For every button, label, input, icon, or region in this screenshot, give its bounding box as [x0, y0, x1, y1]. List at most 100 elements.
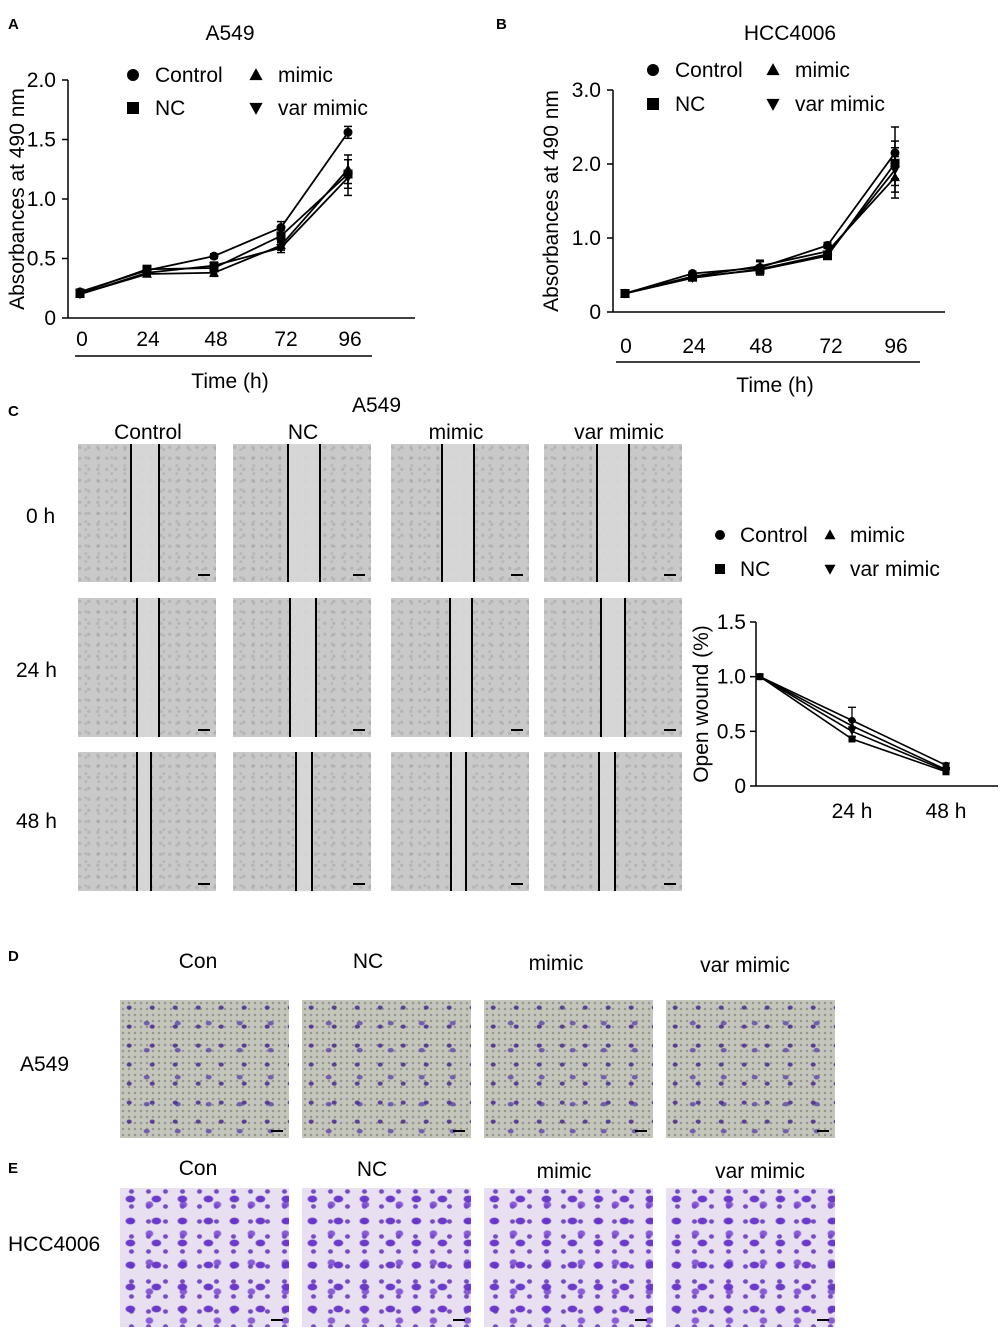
scratch-gap	[289, 598, 317, 737]
chart-b-point-var-mimic	[822, 250, 833, 260]
chart-c-y-label: Open wound (%)	[690, 625, 713, 783]
chart-a-legend-marker-control	[127, 69, 139, 81]
chart-c-y-tick-label: 1.0	[717, 666, 746, 689]
chart-c-point-var-mimic	[756, 673, 764, 681]
scale-bar	[664, 729, 676, 731]
panel-d-col-mimic: mimic	[528, 952, 584, 975]
chart-b-point-var-mimic	[620, 289, 630, 299]
chart-a-legend-marker-var-mimic	[249, 102, 263, 115]
scratch-gap	[598, 752, 616, 891]
chart-b-legend-marker-var-mimic	[766, 98, 780, 111]
chart-a-point-var-mimic	[75, 290, 85, 300]
scratch-gap	[450, 752, 467, 891]
chart-a-x-tick-label: 24	[136, 328, 160, 351]
panel-c-col-var-mimic: var mimic	[574, 421, 664, 444]
panel-e-row-hcc4006: HCC4006	[8, 1233, 101, 1256]
panel-c-col-nc: NC	[287, 421, 319, 444]
wound-image-control-24h	[78, 598, 216, 737]
wound-image-nc-48h	[233, 752, 371, 891]
wound-image-control-48h	[78, 752, 216, 891]
transwell-image-hcc4006-mimic	[484, 1188, 653, 1327]
wound-image-mimic-24h	[391, 598, 529, 737]
transwell-image-a549-nc	[302, 1000, 471, 1138]
chart-b-y-tick-label: 0	[589, 301, 601, 324]
panel-e-col-mimic: mimic	[536, 1160, 592, 1183]
chart-c-legend-marker-mimic	[824, 529, 836, 540]
wound-image-var-mimic-48h	[544, 752, 682, 891]
panel-c-col-control: Control	[114, 421, 182, 444]
chart-b-legend-marker-control	[647, 64, 659, 76]
panel-d-col-con: Con	[178, 950, 218, 973]
chart-b-y-tick-label: 1.0	[572, 227, 601, 250]
chart-a-y-tick-label: 2.0	[27, 69, 56, 92]
panel-c-row-0h: 0 h	[26, 505, 56, 528]
chart-b-x-tick-label: 24	[682, 335, 706, 358]
chart-c-x-tick-label: 48 h	[926, 800, 967, 823]
chart-b-x-tick-label: 72	[819, 335, 842, 358]
chart-a-point-nc	[276, 231, 286, 241]
chart-c-legend-marker-var-mimic	[824, 564, 836, 575]
wound-image-var-mimic-0h	[544, 444, 682, 582]
chart-a-legend-label-var-mimic: var mimic	[278, 97, 368, 120]
chart-a-x-tick-label: 48	[204, 328, 227, 351]
chart-a-x-tick-label: 72	[274, 328, 297, 351]
chart-b-x-tick-label: 0	[620, 335, 632, 358]
chart-c-legend-label-mimic: mimic	[850, 524, 905, 547]
wound-image-nc-0h	[233, 444, 371, 582]
scratch-gap	[600, 598, 626, 737]
chart-b-legend-marker-mimic	[766, 63, 780, 76]
chart-c-legend-label-nc: NC	[740, 558, 770, 581]
chart-c-point-nc	[848, 735, 856, 743]
chart-a-x-label: Time (h)	[191, 370, 268, 393]
panel-e-col-con: Con	[178, 1157, 218, 1180]
panel-e-col-var-mimic: var mimic	[715, 1160, 805, 1183]
chart-a-point-mimic	[209, 267, 219, 277]
chart-b-absorbance-hcc4006: HCC4006 0 1.0 2.0 3.0 Absorbances at 490 nm 0 2…	[540, 22, 945, 397]
scale-bar	[511, 883, 523, 885]
transwell-image-hcc4006-var-mimic	[666, 1188, 835, 1327]
chart-b-point-var-mimic	[890, 166, 900, 176]
chart-a-y-tick-label: 1.5	[27, 129, 56, 152]
chart-b-x-tick-label: 48	[749, 335, 772, 358]
scale-bar	[511, 574, 523, 576]
transwell-image-hcc4006-nc	[302, 1188, 471, 1327]
chart-a-point-control	[209, 251, 219, 261]
scale-bar	[353, 729, 365, 731]
panel-c-col-mimic: mimic	[428, 421, 484, 444]
chart-c-point-var-mimic	[848, 728, 856, 736]
chart-b-legend-label-mimic: mimic	[795, 59, 850, 82]
scale-bar	[198, 729, 210, 731]
scratch-gap	[130, 444, 160, 582]
chart-b-legend-marker-nc	[647, 98, 659, 110]
wound-image-nc-24h	[233, 598, 371, 737]
scale-bar	[198, 883, 210, 885]
panel-label-c: C	[8, 403, 19, 420]
chart-b-legend-label-control: Control	[675, 59, 743, 82]
chart-a-point-control	[343, 127, 353, 137]
panel-d-row-a549: A549	[20, 1053, 70, 1076]
wound-image-mimic-0h	[391, 444, 529, 582]
panel-label-a: A	[8, 16, 19, 33]
transwell-image-hcc4006-con	[120, 1188, 289, 1327]
scale-bar	[353, 883, 365, 885]
scratch-gap	[136, 752, 152, 891]
chart-c-y-tick-label: 0	[734, 775, 746, 798]
chart-a-y-tick-label: 1.0	[27, 188, 56, 211]
panel-label-d: D	[8, 948, 19, 965]
chart-a-legend-marker-nc	[127, 102, 139, 114]
chart-c-legend-label-var-mimic: var mimic	[850, 558, 940, 581]
chart-b-y-label: Absorbances at 490 nm	[540, 90, 563, 312]
scale-bar	[664, 883, 676, 885]
panel-e-col-nc: NC	[356, 1158, 388, 1181]
chart-a-title: A549	[205, 22, 254, 45]
scale-bar	[511, 729, 523, 731]
chart-b-x-label: Time (h)	[736, 374, 813, 397]
scratch-gap	[441, 444, 475, 582]
chart-c-legend-label-control: Control	[740, 524, 808, 547]
chart-b-point-var-mimic	[687, 274, 698, 284]
transwell-image-a549-var-mimic	[666, 1000, 835, 1138]
panel-d-col-var-mimic: var mimic	[700, 954, 790, 977]
scale-bar	[353, 574, 365, 576]
